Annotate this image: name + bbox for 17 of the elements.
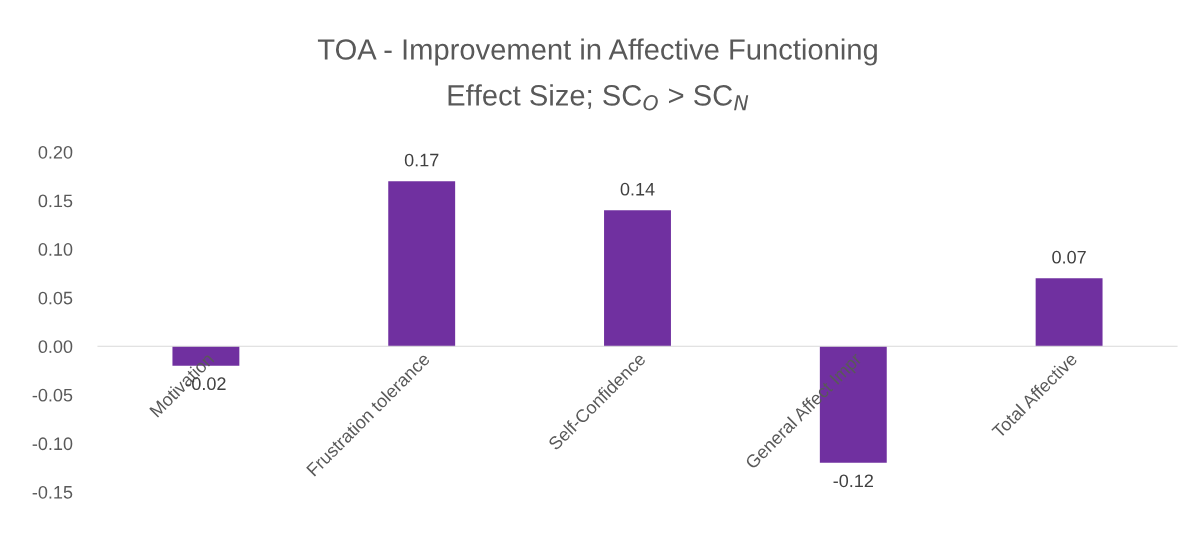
y-tick-label: 0.05: [38, 291, 73, 305]
data-label: -0.12: [833, 474, 873, 488]
bar: [388, 181, 456, 347]
y-tick-label: -0.05: [32, 388, 73, 402]
y-tick-label: 0.15: [38, 194, 73, 208]
data-label: 0.07: [1052, 250, 1086, 264]
bar: [604, 210, 671, 347]
bar: [1035, 278, 1103, 347]
data-label: 0.17: [404, 153, 439, 167]
y-tick-label: -0.15: [32, 485, 73, 499]
chart-subtitle: Effect Size; SC$_{O}$ > SC$_{N}$: [448, 84, 749, 111]
y-tick-label: -0.10: [32, 437, 73, 451]
y-tick-label: 0.10: [38, 243, 73, 256]
chart-title: TOA - Improvement in Affective Functioning: [317, 38, 877, 66]
y-tick-label: 0.00: [38, 340, 73, 354]
y-tick-label: 0.20: [38, 145, 73, 159]
data-label: 0.14: [620, 182, 655, 196]
